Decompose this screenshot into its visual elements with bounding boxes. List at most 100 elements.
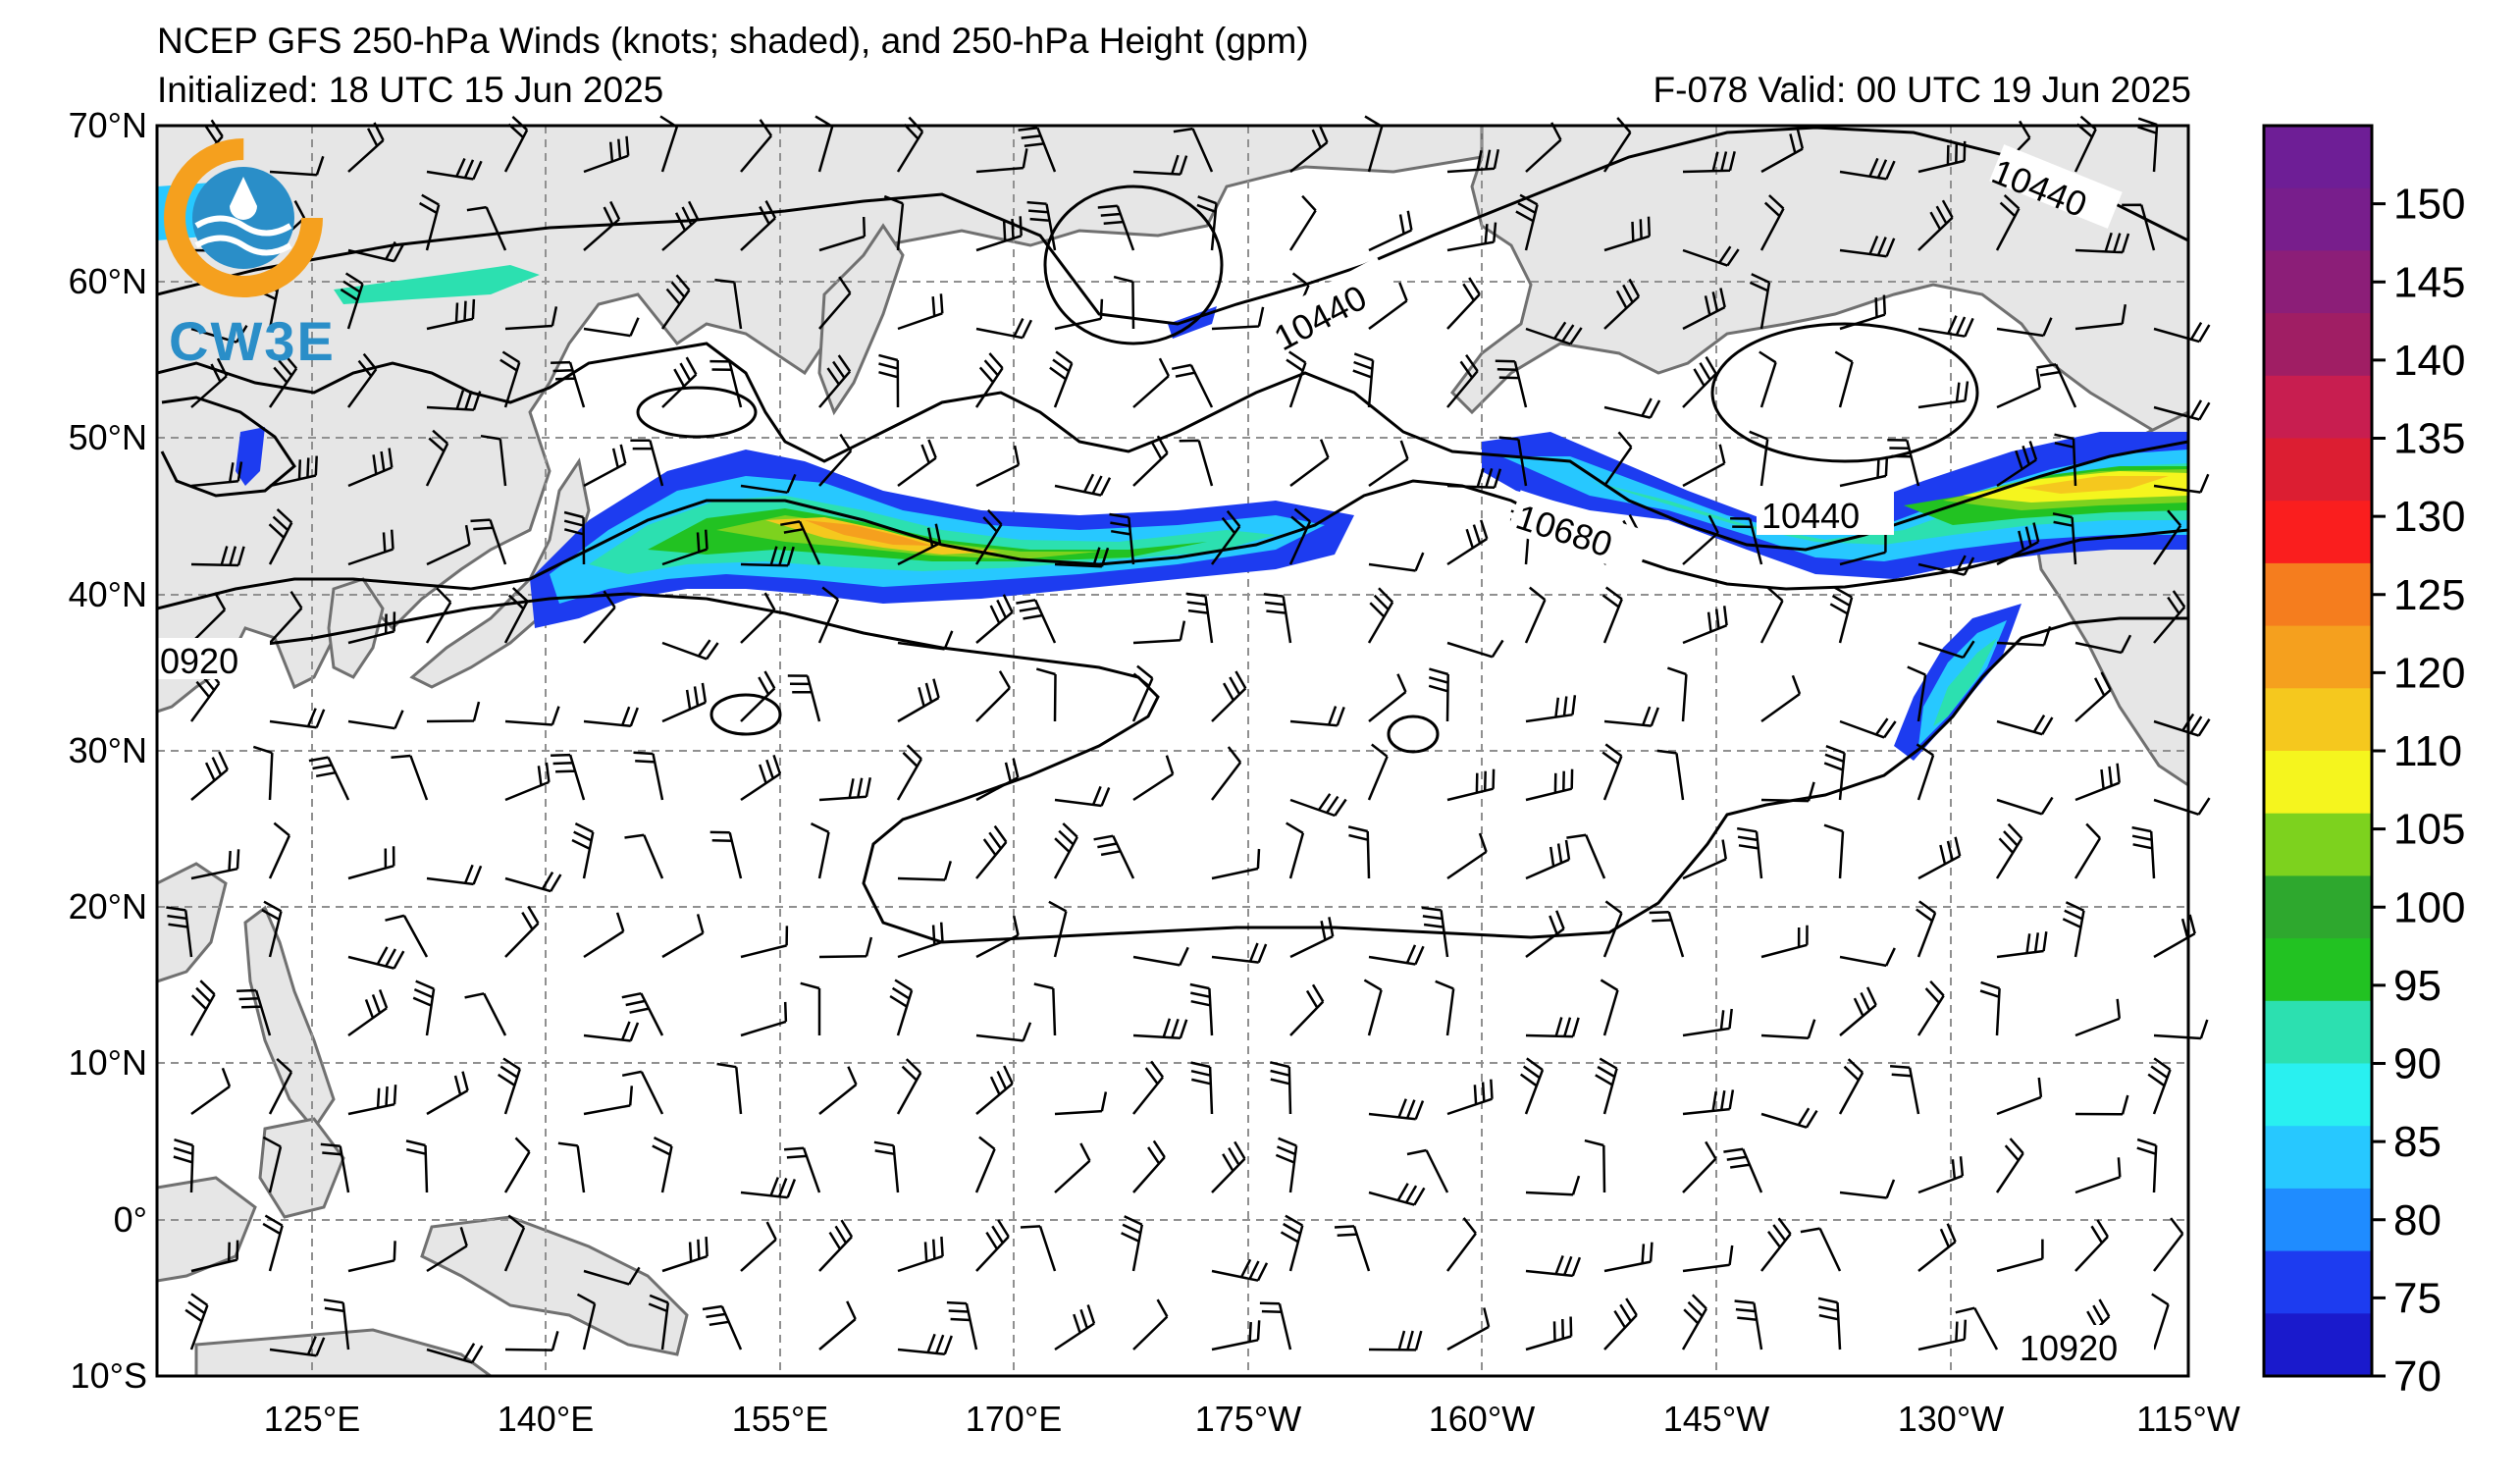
wind-barb xyxy=(1054,298,1104,331)
wind-barb xyxy=(190,325,248,344)
wind-barb xyxy=(1682,1008,1733,1037)
wind-barb xyxy=(818,936,873,959)
wind-barb xyxy=(261,900,283,958)
wind-barb xyxy=(1759,586,1784,644)
wind-barb xyxy=(661,639,719,661)
wind-barb xyxy=(1760,1217,1792,1272)
wind-barb xyxy=(425,587,452,644)
wind-barb xyxy=(2054,433,2077,487)
wind-barb xyxy=(660,274,691,330)
lat-label-20n: 20°N xyxy=(69,886,147,927)
wind-barb xyxy=(347,448,394,488)
wind-barb xyxy=(347,710,404,730)
wind-barb xyxy=(1566,833,1606,879)
wind-barb xyxy=(1917,640,1975,660)
wind-barb xyxy=(1759,194,1785,251)
land-indonesia xyxy=(157,1176,257,1283)
colorbar-label: 85 xyxy=(2393,1118,2441,1166)
wind-barb xyxy=(1917,199,1954,251)
lon-label-145w: 145°W xyxy=(1663,1399,1769,1439)
lat-label-10s: 10°S xyxy=(71,1355,147,1396)
wind-barb xyxy=(1603,1242,1654,1273)
colorbar-label: 125 xyxy=(2393,571,2465,619)
wind-barb xyxy=(652,1136,673,1193)
wind-barb xyxy=(1131,664,1154,722)
init-time: Initialized: 18 UTC 15 Jun 2025 xyxy=(157,70,664,110)
wind-barb xyxy=(1054,1304,1096,1351)
wind-barb xyxy=(347,1241,396,1273)
wind-barb xyxy=(1367,743,1389,801)
wind-barb xyxy=(1760,781,1815,803)
wind-barb xyxy=(347,988,389,1037)
wind-barb xyxy=(1723,1147,1763,1193)
wind-barb xyxy=(583,1021,640,1042)
wind-barbs xyxy=(166,115,2211,1364)
colorbar-swatch xyxy=(2264,875,2372,939)
colorbar-label: 75 xyxy=(2393,1274,2441,1322)
wind-barb xyxy=(190,849,240,880)
wind-barb xyxy=(269,455,318,488)
jet-east-120 xyxy=(2021,476,2169,494)
contour-low-okhotsk xyxy=(636,386,758,439)
wind-barb xyxy=(740,755,782,802)
wind-barb xyxy=(1525,910,1565,959)
wind-barb xyxy=(1682,1245,1734,1273)
wind-barb xyxy=(1435,980,1455,1036)
wind-barb xyxy=(1121,1215,1144,1272)
wind-barb xyxy=(1185,592,1214,644)
wind-barb xyxy=(1748,430,1769,487)
wind-barb xyxy=(1171,363,1214,408)
wind-barb xyxy=(2153,473,2210,494)
wind-barb xyxy=(1525,1254,1582,1278)
wind-barb xyxy=(504,1331,559,1351)
colorbar-label: 150 xyxy=(2393,181,2465,229)
wind-barb xyxy=(1890,1065,1920,1115)
wind-barb xyxy=(810,821,830,879)
wind-barb xyxy=(1996,1239,2044,1273)
wind-barb xyxy=(1515,193,1539,251)
wind-barb xyxy=(1054,785,1111,808)
wind-barb xyxy=(2153,797,2211,816)
wind-barb xyxy=(780,520,821,565)
colorbar-label: 135 xyxy=(2393,415,2465,463)
wind-barb xyxy=(975,445,1021,488)
lon-label-155e: 155°E xyxy=(732,1399,828,1439)
wind-barb xyxy=(1048,900,1068,958)
wind-barb xyxy=(1839,455,1889,488)
lat-label-50n: 50°N xyxy=(69,417,147,457)
longitude-labels: 125°E 140°E 155°E 170°E 175°W 160°W 145°… xyxy=(264,1399,2240,1439)
wind-barb xyxy=(2136,1138,2158,1193)
wind-barb xyxy=(818,216,866,252)
wind-barb xyxy=(347,529,394,566)
wind-barb xyxy=(583,444,627,488)
wind-barb xyxy=(166,906,193,958)
wind-barb xyxy=(1525,1175,1581,1196)
contour-label-6: 10920 xyxy=(2020,1328,2118,1368)
colorbar-swatch xyxy=(2264,1126,2372,1190)
wind-barb xyxy=(1289,706,1345,727)
wind-barb xyxy=(269,591,303,644)
wind-barb xyxy=(268,352,298,408)
wind-barb xyxy=(1839,157,1896,181)
wind-barb xyxy=(1368,440,1409,488)
wind-barb xyxy=(1603,706,1659,727)
colorbar-label: 100 xyxy=(2393,883,2465,931)
wind-barb xyxy=(1682,514,1719,565)
wind-barb xyxy=(262,1214,284,1272)
wind-barb xyxy=(783,1146,821,1193)
wind-barb xyxy=(1347,825,1371,879)
wind-barb xyxy=(426,390,482,411)
wind-barb xyxy=(621,1070,664,1115)
wind-barb xyxy=(190,546,245,567)
contour-high-bering xyxy=(1043,185,1224,345)
wind-barb xyxy=(504,905,540,958)
wind-barb xyxy=(1446,353,1479,408)
wind-barb xyxy=(975,1219,1010,1272)
lat-label-0: 0° xyxy=(114,1199,147,1240)
wind-barb xyxy=(464,992,507,1036)
wind-barb xyxy=(1996,1077,2043,1116)
wind-barb xyxy=(583,912,625,959)
wind-barb xyxy=(2137,117,2159,173)
wind-barb xyxy=(347,846,395,880)
wind-barb xyxy=(189,980,216,1036)
